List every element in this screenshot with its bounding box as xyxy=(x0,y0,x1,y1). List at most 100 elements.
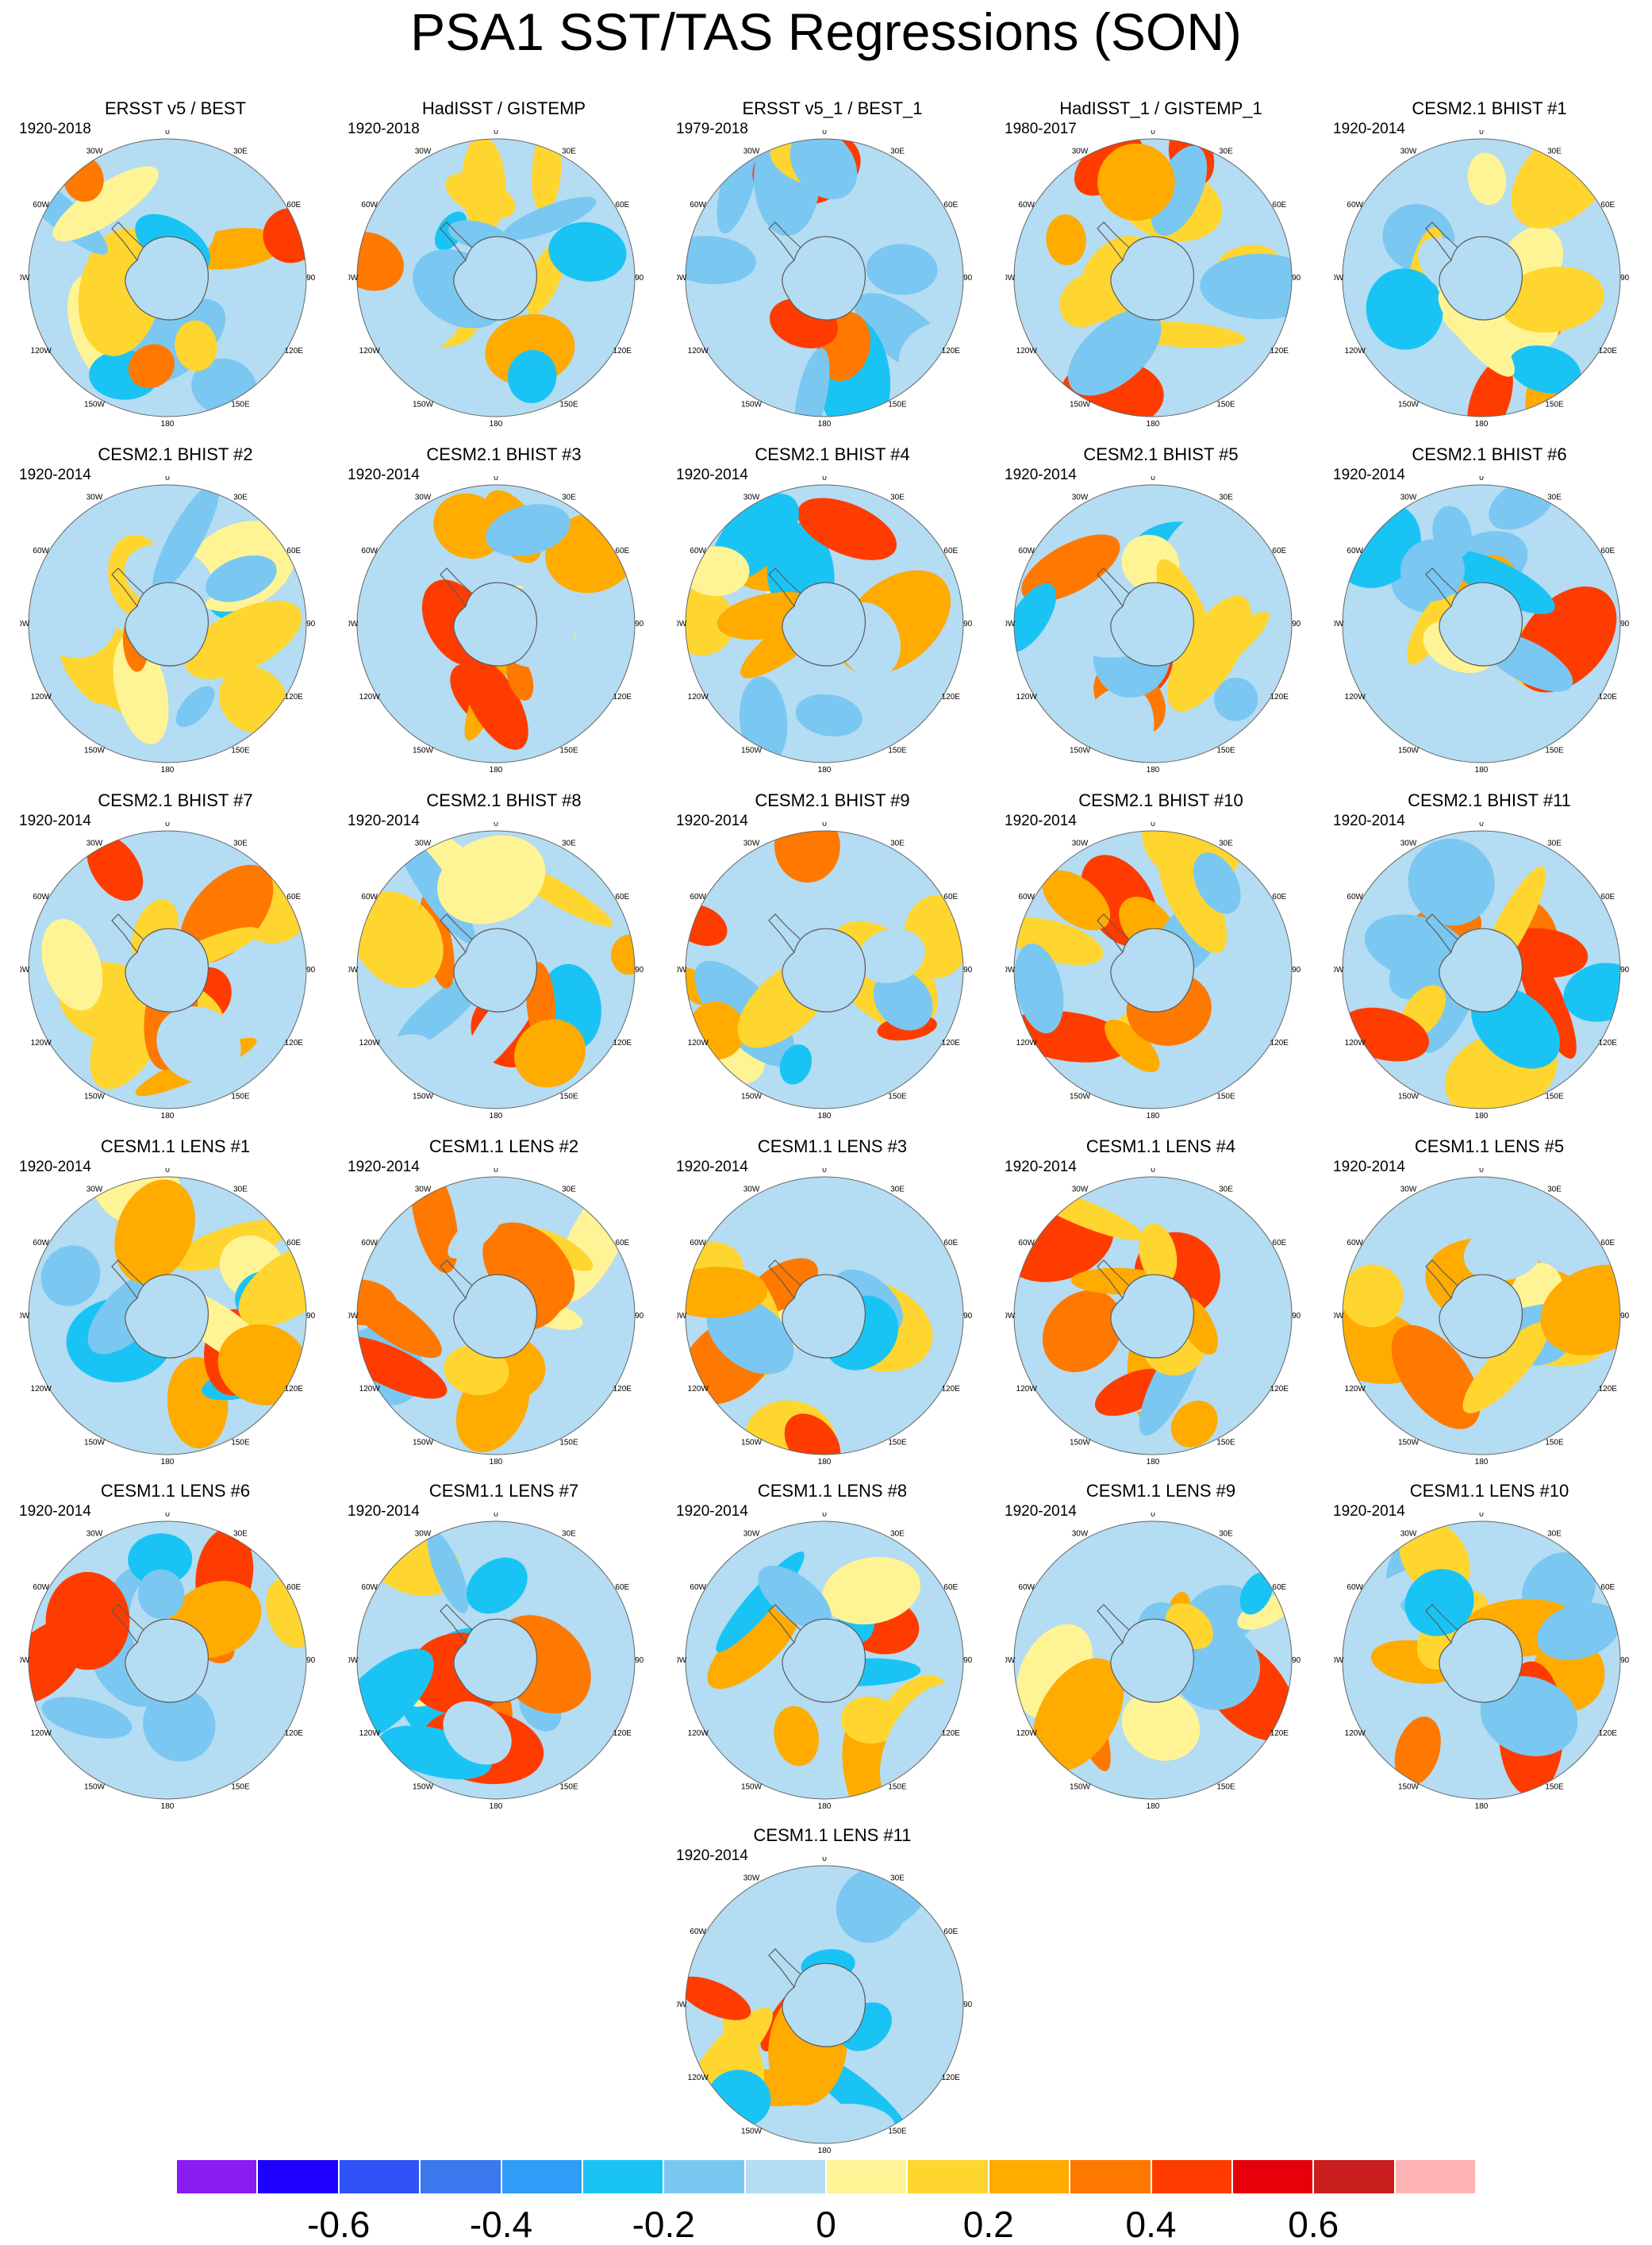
longitude-label: 30W xyxy=(743,494,760,502)
longitude-label: 0 xyxy=(822,822,827,828)
longitude-label: 0 xyxy=(822,1857,827,1863)
longitude-label: 90W xyxy=(1005,1656,1016,1665)
longitude-label: 90E xyxy=(1620,1312,1629,1320)
map-panel: CESM1.1 LENS #6 1920-2014 0 30E 60E 90E 120E 15… xyxy=(11,1481,340,1822)
longitude-label: 30W xyxy=(743,148,760,156)
longitude-label: 120W xyxy=(359,1039,381,1048)
longitude-label: 60E xyxy=(1272,201,1286,210)
map-boundary xyxy=(28,138,307,417)
longitude-label: 150W xyxy=(741,1092,763,1101)
longitude-label: 60E xyxy=(943,893,958,901)
longitude-label: 180 xyxy=(818,766,832,775)
colorbar xyxy=(176,2159,1476,2194)
longitude-label: 0 xyxy=(165,1513,170,1519)
longitude-label: 90W xyxy=(20,1656,30,1665)
anomaly-region xyxy=(794,348,830,417)
anomaly-region xyxy=(1343,1569,1420,1656)
longitude-label: 0 xyxy=(165,1168,170,1174)
anomaly-region xyxy=(611,934,635,975)
longitude-label: 30W xyxy=(415,148,432,156)
panel-period: 1920-2014 xyxy=(1333,1503,1405,1520)
longitude-label: 0 xyxy=(822,1513,827,1519)
map-panel: CESM1.1 LENS #3 1920-2014 0 30E 60E 90E 120E 15… xyxy=(668,1136,997,1478)
longitude-label: 60E xyxy=(286,547,301,555)
longitude-label: 0 xyxy=(822,476,827,482)
anomaly-region xyxy=(156,1006,241,1083)
anomaly-region xyxy=(387,1034,435,1066)
map-panel: HadISST_1 / GISTEMP_1 1980-2017 0 30E 60E 90E… xyxy=(997,98,1325,440)
map-panel: CESM2.1 BHIST #3 1920-2014 0 30E 60E 90E 120E 1… xyxy=(340,444,668,786)
anomaly-region xyxy=(1014,583,1057,653)
polar-map: 0 30E 60E 90E 120E 150E 180 150W 120W 90W 60W 30W xyxy=(1005,1513,1300,1811)
anomaly-region xyxy=(857,928,925,983)
map-boundary xyxy=(356,484,636,763)
anomaly-region xyxy=(462,657,528,750)
antarctic-peninsula-outline xyxy=(768,1604,801,1643)
longitude-label: 60E xyxy=(615,1239,629,1247)
longitude-label: 90W xyxy=(677,1656,687,1665)
antarctica-outline xyxy=(782,236,866,321)
longitude-label: 0 xyxy=(1151,1513,1155,1519)
colorbar-box xyxy=(1231,2159,1314,2194)
longitude-label: 90W xyxy=(348,1312,359,1320)
map-panel: CESM1.1 LENS #11 1920-2014 0 30E 60E 90E 120E 1… xyxy=(668,1825,997,2166)
map-boundary xyxy=(685,1865,964,2144)
longitude-label: 90W xyxy=(348,620,359,629)
longitude-label: 90E xyxy=(1292,1656,1300,1665)
longitude-label: 90E xyxy=(963,274,972,283)
longitude-label: 120W xyxy=(1345,1039,1366,1048)
longitude-label: 60W xyxy=(690,201,706,210)
panel-title: CESM1.1 LENS #2 xyxy=(428,1136,579,1156)
colorbar-box xyxy=(582,2159,664,2194)
anomaly-region xyxy=(40,1245,101,1306)
map-boundary xyxy=(1342,1520,1621,1800)
polar-map: 0 30E 60E 90E 120E 150E 180 150W 120W 90W 60W 30W xyxy=(1005,1168,1300,1467)
antarctica-outline xyxy=(125,582,209,667)
longitude-label: 90E xyxy=(635,620,644,629)
anomaly-region xyxy=(548,221,627,282)
longitude-label: 60W xyxy=(1018,201,1035,210)
polar-map: 0 30E 60E 90E 120E 150E 180 150W 120W 90W 60W 30W xyxy=(20,476,315,775)
longitude-label: 30E xyxy=(890,1186,905,1194)
longitude-label: 60W xyxy=(1018,1239,1035,1247)
longitude-label: 30W xyxy=(86,840,103,848)
map-boundary xyxy=(28,484,307,763)
anomaly-region xyxy=(152,485,220,594)
anomaly-region xyxy=(206,555,277,602)
panel-title: CESM2.1 BHIST #10 xyxy=(1078,790,1243,810)
longitude-label: 60W xyxy=(361,547,378,555)
anomaly-region xyxy=(866,244,938,295)
map-boundary xyxy=(28,1520,307,1800)
longitude-label: 90E xyxy=(635,274,644,283)
map-boundary xyxy=(1013,484,1293,763)
longitude-label: 0 xyxy=(822,130,827,136)
colorbar-box xyxy=(1313,2159,1395,2194)
map-panel: CESM1.1 LENS #7 1920-2014 0 30E 60E 90E 120E 15… xyxy=(340,1481,668,1822)
longitude-label: 150E xyxy=(888,1438,907,1447)
antarctic-peninsula-outline xyxy=(1425,1259,1458,1299)
panel-period: 1920-2014 xyxy=(19,467,91,483)
anomaly-region xyxy=(1067,309,1162,396)
colorbar-box xyxy=(1151,2159,1232,2194)
anomaly-region xyxy=(1070,686,1154,763)
anomaly-region xyxy=(41,918,103,1011)
longitude-label: 150E xyxy=(231,1782,250,1791)
anomaly-region xyxy=(514,1019,586,1088)
longitude-label: 120E xyxy=(1270,347,1289,356)
longitude-label: 30E xyxy=(233,1186,248,1194)
anomaly-region xyxy=(357,891,444,989)
longitude-label: 120E xyxy=(613,693,632,702)
anomaly-region xyxy=(758,1565,832,1629)
anomaly-region xyxy=(1438,290,1515,377)
antarctic-peninsula-outline xyxy=(440,913,473,953)
anomaly-region xyxy=(784,1413,841,1455)
longitude-label: 120E xyxy=(1599,347,1618,356)
longitude-label: 150W xyxy=(413,1438,434,1447)
longitude-label: 120E xyxy=(613,1385,632,1394)
panel-title: CESM1.1 LENS #1 xyxy=(100,1136,251,1156)
antarctic-peninsula-outline xyxy=(111,567,144,607)
panel-title: HadISST_1 / GISTEMP_1 xyxy=(1059,98,1262,118)
longitude-label: 120W xyxy=(31,693,52,702)
longitude-label: 120E xyxy=(1599,1729,1618,1738)
polar-map: 0 30E 60E 90E 120E 150E 180 150W 120W 90W 60W 30W xyxy=(1005,822,1300,1121)
